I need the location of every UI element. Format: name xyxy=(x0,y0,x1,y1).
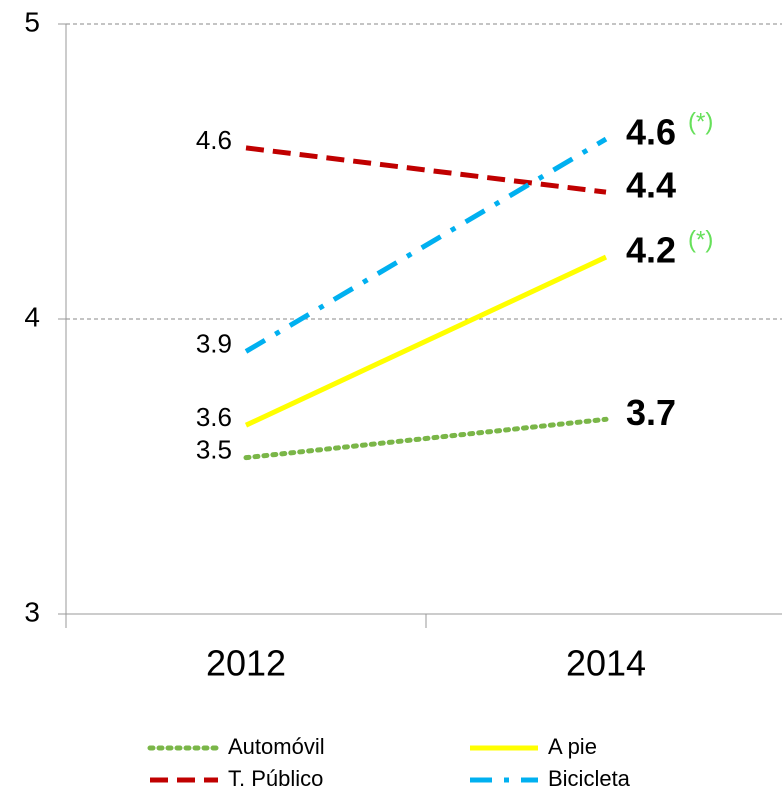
data-label: 4.4 xyxy=(626,165,676,206)
annotation: (*) xyxy=(688,108,713,135)
series-line xyxy=(243,416,609,461)
data-label: 3.9 xyxy=(196,328,232,358)
data-label: 4.2 xyxy=(626,230,676,271)
data-label: 4.6 xyxy=(626,112,676,153)
data-label: 3.5 xyxy=(196,435,232,465)
x-tick-label: 2012 xyxy=(206,643,286,684)
legend-label: T. Público xyxy=(228,766,323,791)
legend-label: Automóvil xyxy=(228,734,325,759)
legend-label: Bicicleta xyxy=(548,766,631,791)
annotation: (*) xyxy=(688,226,713,253)
series-line xyxy=(244,136,608,354)
y-tick-label: 3 xyxy=(24,596,40,627)
series-line xyxy=(245,145,607,195)
data-label: 4.6 xyxy=(196,125,232,155)
data-label: 3.7 xyxy=(626,392,676,433)
legend-label: A pie xyxy=(548,734,597,759)
y-tick-label: 5 xyxy=(24,6,40,37)
x-tick-label: 2014 xyxy=(566,643,646,684)
y-tick-label: 4 xyxy=(24,301,40,332)
data-label: 3.6 xyxy=(196,402,232,432)
series-line xyxy=(244,254,608,428)
